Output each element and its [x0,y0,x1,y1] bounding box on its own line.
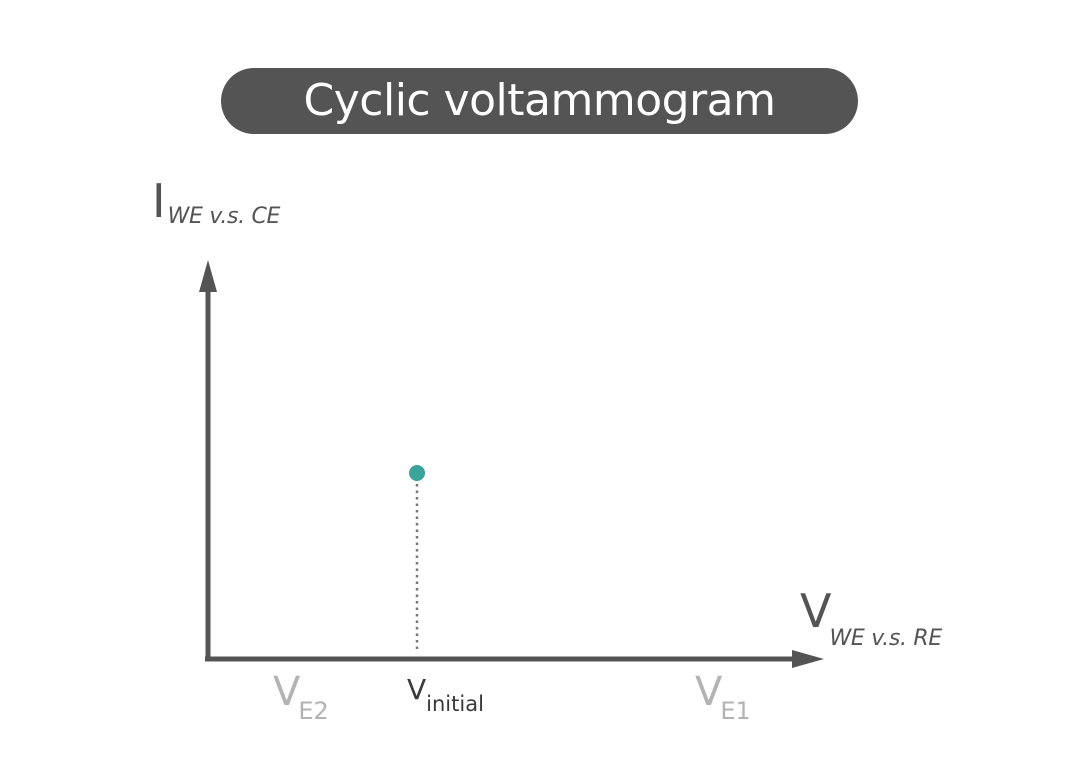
title-banner: Cyclic voltammogram [221,68,858,134]
tick-label-e1: VE1 [695,669,751,723]
tick-e1-sub: E1 [720,697,751,725]
tick-e2-main: V [273,669,301,715]
x-axis-label-main: V [800,584,832,638]
x-axis-label-sub: WE v.s. RE [829,626,942,651]
tick-initial-main: V [407,673,427,706]
initial-point [409,465,425,481]
y-axis-label: IWE v.s. CE [152,174,280,228]
tick-label-e2: VE2 [273,669,329,723]
x-axis-arrowhead [792,650,824,668]
y-axis-label-sub: WE v.s. CE [167,204,281,229]
x-axis-label: VWE v.s. RE [800,584,942,650]
tick-initial-sub: initial [426,692,484,716]
tick-e2-sub: E2 [298,697,329,725]
y-axis-label-main: I [152,174,166,228]
tick-label-initial: Vinitial [407,673,484,715]
y-axis-arrowhead [199,260,217,292]
tick-e1-main: V [695,669,723,715]
diagram-title: Cyclic voltammogram [303,75,776,126]
